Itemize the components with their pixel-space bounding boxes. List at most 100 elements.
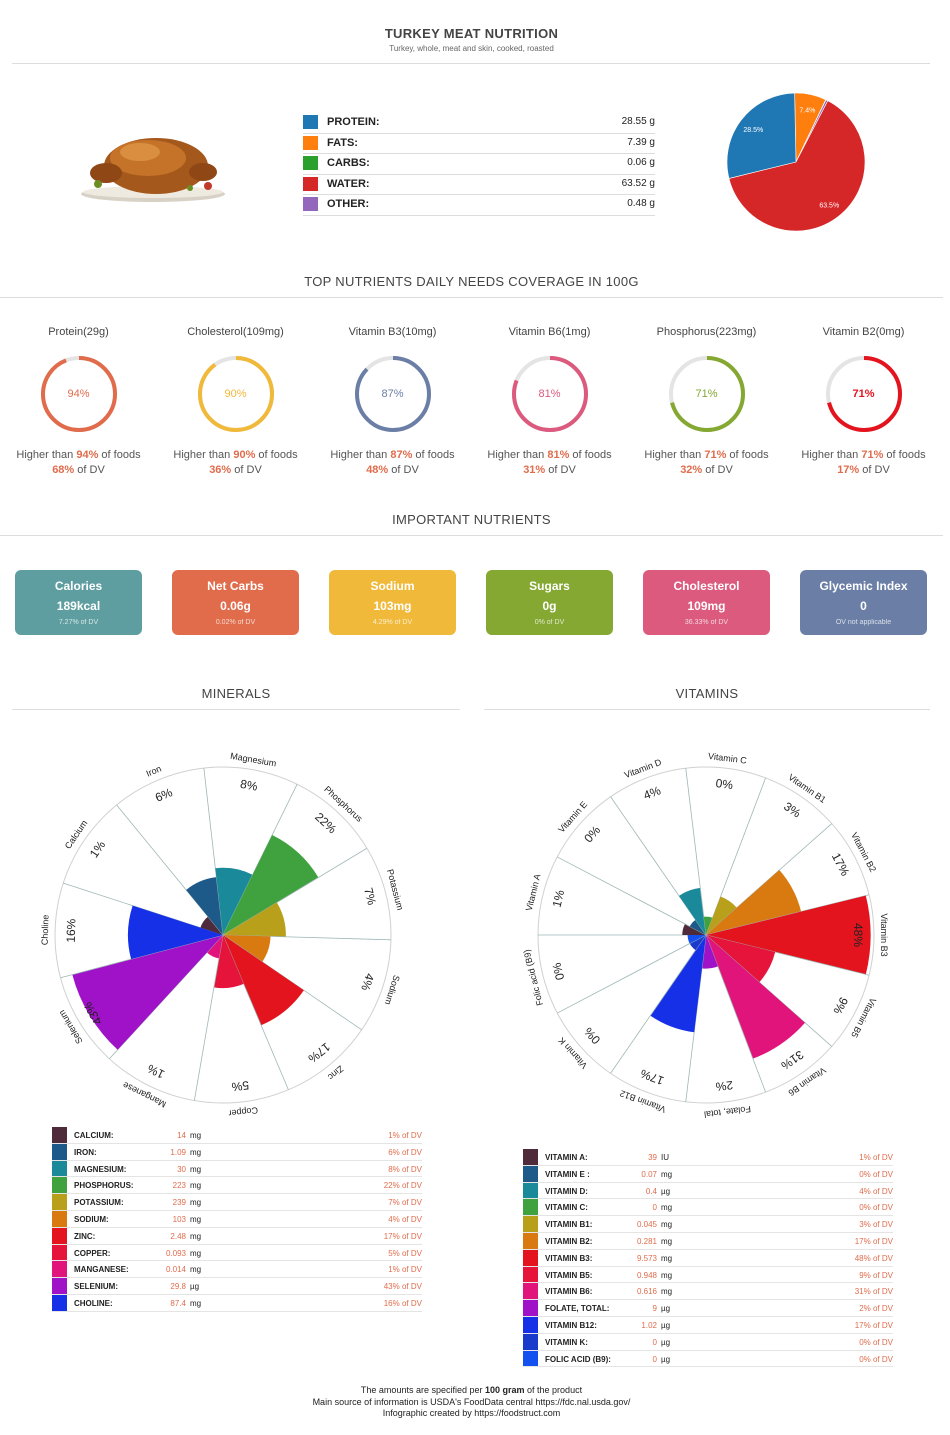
dv-value: 32% xyxy=(680,464,703,476)
polar-spoke xyxy=(193,934,224,1101)
dv-label: of DV xyxy=(401,1214,422,1224)
nutrient-amount: 0 xyxy=(652,1354,657,1364)
coverage-item: Phosphorus(223mg) 71% Higher than 71% of f… xyxy=(628,326,785,476)
polar-sector xyxy=(223,902,286,937)
dv-value: 68% xyxy=(52,464,75,476)
nutrient-unit: mg xyxy=(190,1198,202,1208)
dv-value: 6% xyxy=(388,1147,400,1157)
macro-label: WATER: xyxy=(327,177,370,190)
higher-value: 87% xyxy=(390,449,413,461)
polar-value-label: 7% xyxy=(361,886,379,907)
footer: The amounts are specified per 100 gram o… xyxy=(0,1385,943,1420)
polar-value-label: 4% xyxy=(642,783,663,802)
color-swatch xyxy=(523,1283,538,1300)
divider xyxy=(0,535,943,536)
polar-sector xyxy=(200,916,223,935)
higher-prefix: Higher than xyxy=(173,449,234,461)
nutrient-name: VITAMIN B12: xyxy=(545,1320,597,1330)
color-swatch xyxy=(303,176,318,191)
dv-value: 0% xyxy=(859,1337,871,1347)
coverage-higher-text: Higher than 81% of foods xyxy=(471,449,628,461)
ring-graphic xyxy=(668,356,745,432)
dv-value: 7% xyxy=(388,1198,400,1208)
card-dv: 4.29% of DV xyxy=(372,619,413,626)
color-swatch xyxy=(52,1210,67,1227)
card-dv: 7.27% of DV xyxy=(58,619,99,626)
nutrient-unit: mg xyxy=(190,1147,202,1157)
nutrient-dv: 16% of DV xyxy=(384,1299,422,1308)
polar-spoke xyxy=(610,934,707,1074)
dv-label: of DV xyxy=(872,1169,893,1179)
higher-suffix: of foods xyxy=(255,449,298,461)
nutrient-name: CHOLINE: xyxy=(74,1298,113,1308)
dv-value: 8% xyxy=(388,1164,400,1174)
nutrient-dv: 22% of DV xyxy=(384,1181,422,1190)
nutrient-unit: mg xyxy=(661,1220,673,1230)
divider xyxy=(12,63,930,64)
higher-suffix: of foods xyxy=(883,449,926,461)
nutrient-amount: 0 xyxy=(652,1337,657,1347)
nutrient-dv: 3% of DV xyxy=(859,1220,893,1229)
coverage-name: Vitamin B6(1mg) xyxy=(508,326,591,338)
nutrient-name: PHOSPHORUS: xyxy=(74,1181,134,1191)
coverage-percent: 81% xyxy=(538,388,561,400)
card-name: Glycemic Index xyxy=(819,579,908,593)
dv-value: 4% xyxy=(859,1186,871,1196)
polar-sector xyxy=(213,935,244,989)
dv-label: of DV xyxy=(401,1248,422,1258)
ring-graphic xyxy=(825,356,902,432)
nutrient-dv: 17% of DV xyxy=(384,1232,422,1241)
polar-spoke xyxy=(705,934,870,976)
nutrient-unit: µg xyxy=(661,1320,671,1330)
dv-value: 36% xyxy=(209,464,232,476)
card-dv: 0% of DV xyxy=(534,619,565,626)
coverage-dv-text: 36% of DV xyxy=(157,464,314,476)
minerals-table: CALCIUM: 14 mg 1% of DV IRON: 1.09 mg 6% of DV M… xyxy=(52,1127,422,1312)
nutrient-unit: mg xyxy=(190,1298,202,1308)
card-name: Sodium xyxy=(370,579,415,593)
macro-row: PROTEIN: 28.55 g xyxy=(303,113,655,134)
dv-label: of DV xyxy=(401,1164,422,1174)
nutrient-row: VITAMIN E : 0.07 mg 0% of DV xyxy=(523,1165,893,1183)
polar-sector xyxy=(223,834,319,935)
nutrient-row: COPPER: 0.093 mg 5% of DV xyxy=(52,1244,422,1262)
nutrient-row: SELENIUM: 29.8 µg 43% of DV xyxy=(52,1278,422,1295)
nutrient-dv: 48% of DV xyxy=(855,1254,893,1263)
ring-graphic xyxy=(40,356,117,432)
dv-value: 48% xyxy=(366,464,389,476)
polar-spoke xyxy=(222,847,368,936)
dv-label: of DV xyxy=(401,1265,422,1275)
polar-value-label: 4% xyxy=(358,972,377,993)
nutrient-unit: mg xyxy=(661,1169,673,1179)
pie-label: 7.4% xyxy=(799,107,815,114)
nutrient-name: VITAMIN A: xyxy=(545,1153,588,1162)
polar-sector xyxy=(706,870,802,935)
nutrient-amount: 103 xyxy=(172,1214,186,1224)
dv-value: 17% xyxy=(854,1320,871,1330)
polar-spoke xyxy=(557,856,707,936)
nutrient-row: IRON: 1.09 mg 6% of DV xyxy=(52,1143,422,1161)
polar-value-label: 1% xyxy=(550,888,568,909)
nutrient-unit: µg xyxy=(661,1354,671,1364)
nutrient-dv: 8% of DV xyxy=(388,1165,422,1174)
dv-label: of DV xyxy=(872,1270,893,1280)
nutrient-dv: 17% of DV xyxy=(855,1321,893,1330)
nutrient-dv: 9% of DV xyxy=(859,1271,893,1280)
higher-value: 71% xyxy=(704,449,727,461)
dv-value: 9% xyxy=(859,1270,871,1280)
minerals-title: MINERALS xyxy=(201,686,271,701)
color-swatch xyxy=(52,1177,67,1194)
nutrient-amount: 0.4 xyxy=(645,1186,657,1196)
macro-row: WATER: 63.52 g xyxy=(303,175,655,195)
dv-value: 22% xyxy=(383,1181,400,1191)
nutrient-row: MAGNESIUM: 30 mg 8% of DV xyxy=(52,1160,422,1178)
dv-suffix: of DV xyxy=(74,464,105,476)
coverage-percent: 94% xyxy=(67,388,90,400)
nutrient-dv: 1% of DV xyxy=(388,1131,422,1140)
dv-label: of DV xyxy=(401,1282,422,1292)
pie-label: 63.5% xyxy=(819,202,839,209)
ring-arc xyxy=(511,356,588,432)
important-title: IMPORTANT NUTRIENTS xyxy=(392,512,551,527)
color-swatch xyxy=(52,1244,67,1261)
page-subtitle: Turkey, whole, meat and skin, cooked, ro… xyxy=(389,44,554,53)
